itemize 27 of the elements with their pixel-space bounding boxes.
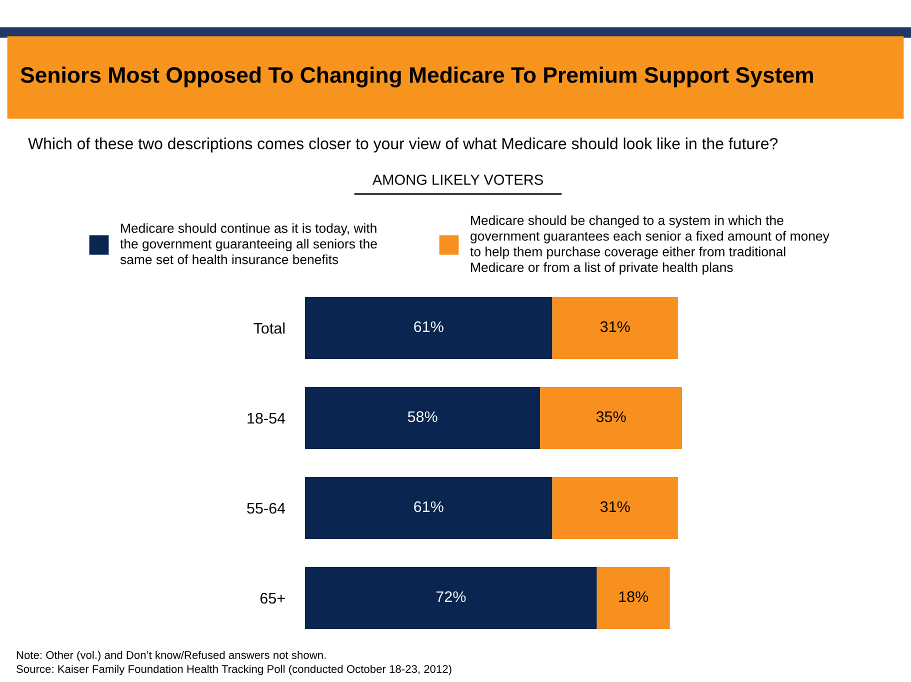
bar (540, 386, 682, 450)
legend-label: Medicare should continue as it is today, with the government guaranteeing all seniors the same set of health insurance benefits (120, 223, 377, 264)
source-note: Source: Kaiser Family Foundation Health Tracking Poll (conducted October 18-23, 2012) (16, 664, 452, 676)
data-label: 61% (414, 321, 444, 332)
data-label: 35% (596, 411, 626, 422)
y-tick-label: 55-64 (247, 502, 286, 514)
chart-title: Seniors Most Opposed To Changing Medicare To Premium Support System (20, 66, 813, 88)
y-tick-label: 18-54 (248, 412, 286, 424)
data-label: 31% (600, 501, 630, 512)
y-tick-label: Total (254, 322, 285, 334)
data-label: 58% (408, 411, 438, 422)
text: AMONG LIKELY VOTERS (372, 174, 543, 185)
data-label: 31% (600, 321, 630, 332)
text: Note: Other (vol.) and Don’t know/Refused answers not shown. (16, 650, 326, 662)
bar (305, 386, 540, 450)
chart-subtitle: Which of these two descriptions comes closer to your view of what Medicare should look like in the future? (28, 138, 778, 152)
bar (305, 476, 552, 540)
bar (305, 296, 552, 360)
data-label: 18% (619, 591, 648, 602)
y-tick-label: 65+ (260, 592, 285, 604)
bar (596, 566, 670, 630)
data-label: 61% (414, 501, 444, 512)
bar (552, 296, 678, 360)
legend-label: Medicare should be changed to a system in which the government guarantees each senior a fixed amount of money to help them purchase coverage either from traditional Medicare or from a list of private health plans (470, 215, 830, 275)
bar (305, 566, 597, 630)
bar (552, 476, 678, 540)
data-label: 72% (436, 591, 466, 602)
